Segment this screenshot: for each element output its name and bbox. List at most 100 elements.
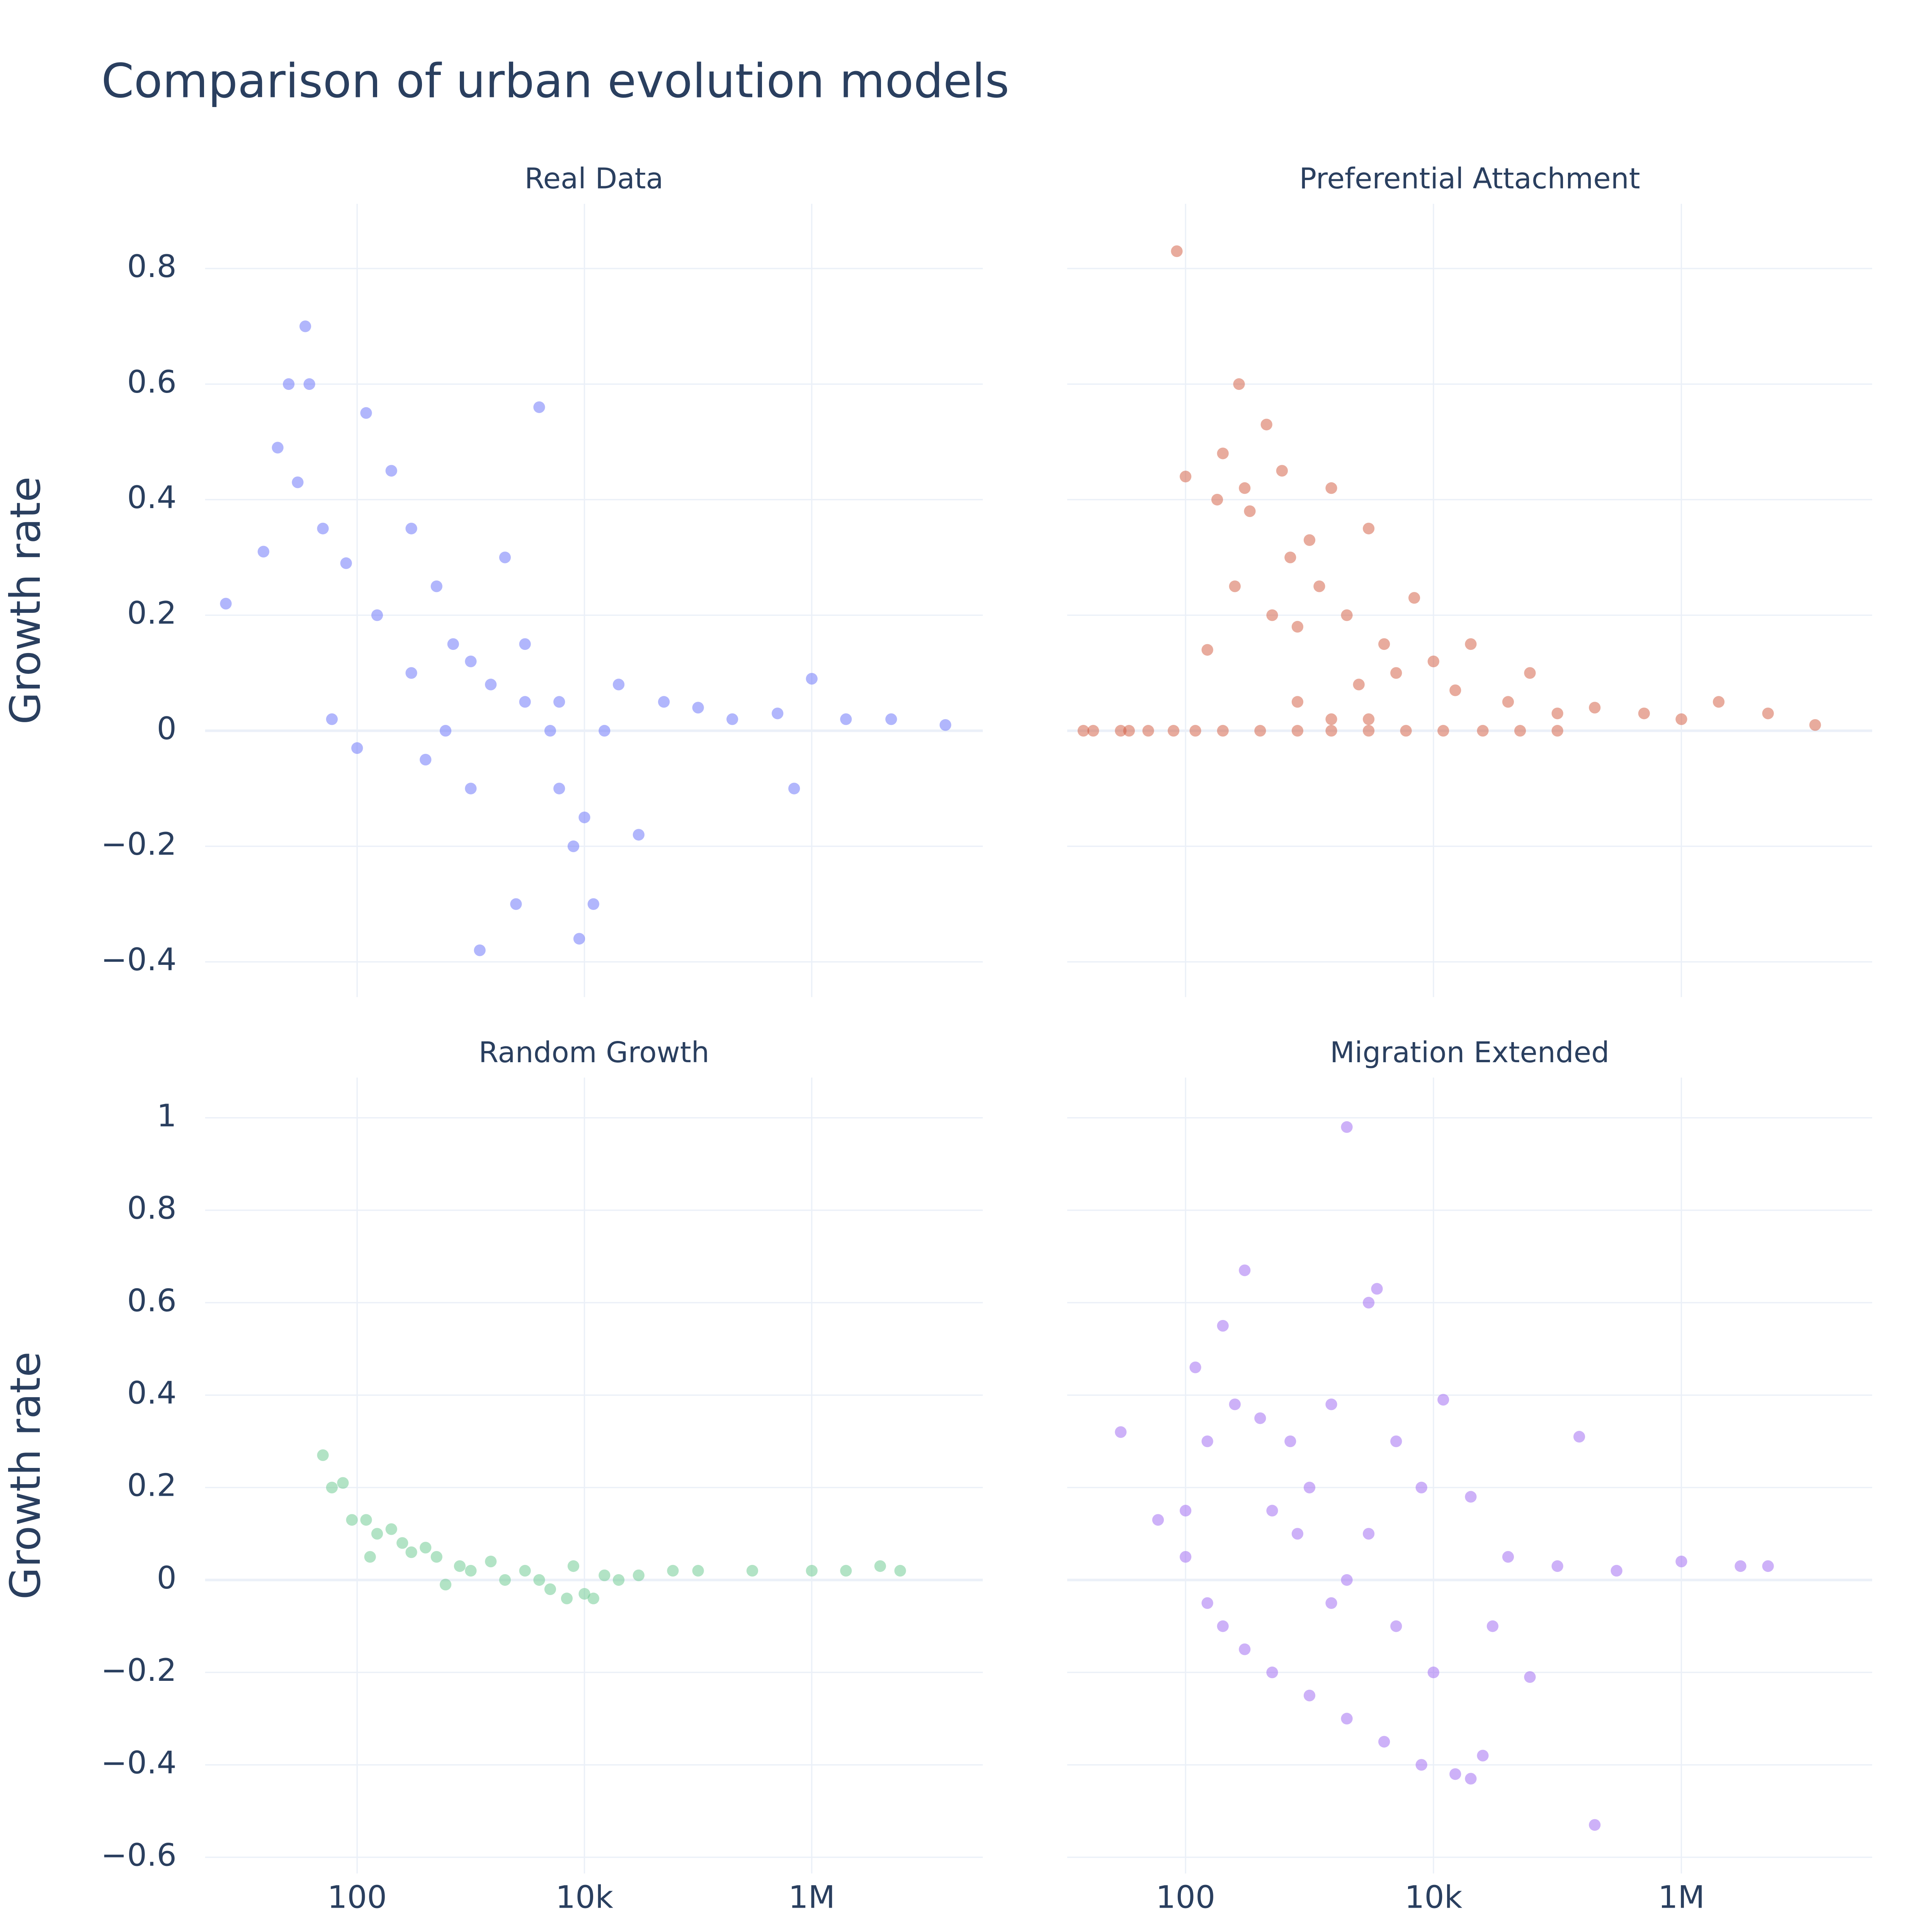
data-point bbox=[1390, 667, 1402, 679]
data-point bbox=[567, 1560, 580, 1572]
data-point bbox=[1524, 1671, 1536, 1683]
data-point bbox=[465, 655, 477, 667]
y-tick-label: −0.4 bbox=[101, 942, 177, 978]
y-tick-label: −0.2 bbox=[101, 1652, 177, 1689]
data-point bbox=[1284, 1435, 1296, 1447]
data-point bbox=[405, 522, 417, 534]
data-point bbox=[1390, 1620, 1402, 1632]
data-point bbox=[1211, 493, 1223, 506]
data-point bbox=[1313, 580, 1325, 592]
data-point bbox=[1303, 534, 1316, 546]
data-point bbox=[396, 1537, 408, 1549]
y-axis-title: Growth rate bbox=[2, 1352, 50, 1600]
data-point bbox=[1217, 1320, 1229, 1332]
data-point bbox=[1229, 580, 1241, 592]
data-point bbox=[1551, 707, 1563, 719]
data-point bbox=[1115, 725, 1127, 737]
data-point bbox=[1524, 667, 1536, 679]
y-tick-label: 0.4 bbox=[127, 1375, 177, 1411]
data-point bbox=[533, 1574, 545, 1586]
data-point bbox=[272, 442, 284, 454]
data-point bbox=[1611, 1565, 1622, 1577]
data-point bbox=[1189, 1361, 1201, 1373]
data-point bbox=[351, 742, 363, 754]
data-point bbox=[360, 1514, 372, 1526]
data-point bbox=[1551, 1560, 1563, 1572]
data-point bbox=[1408, 592, 1420, 604]
data-point bbox=[587, 898, 599, 910]
data-point bbox=[746, 1565, 759, 1577]
data-point bbox=[1809, 719, 1821, 731]
y-tick-label: 0 bbox=[157, 711, 177, 747]
y-tick-label: −0.2 bbox=[101, 826, 177, 862]
data-point bbox=[430, 1551, 442, 1563]
plot-area: Comparison of urban evolution models −0.… bbox=[2, 54, 1872, 1916]
data-point bbox=[303, 378, 315, 390]
data-point bbox=[385, 1523, 397, 1535]
data-point bbox=[465, 1565, 477, 1577]
data-point bbox=[1201, 1597, 1213, 1609]
data-point bbox=[573, 933, 585, 945]
data-point bbox=[1449, 684, 1461, 696]
data-point bbox=[1123, 725, 1135, 737]
subplot: −0.4 −0.2 0 0.2 0.4 0.6 0.8 Real Data Growth rat… bbox=[2, 162, 983, 997]
data-point bbox=[544, 1583, 556, 1595]
data-point bbox=[1465, 638, 1477, 650]
data-point bbox=[1239, 1643, 1251, 1655]
data-point bbox=[317, 522, 329, 534]
x-tick-label: 10k bbox=[1405, 1879, 1463, 1916]
data-point bbox=[1449, 1768, 1461, 1780]
data-point bbox=[1362, 725, 1375, 737]
data-point bbox=[1362, 522, 1375, 534]
data-point bbox=[1465, 1773, 1477, 1785]
data-point bbox=[1291, 621, 1304, 633]
y-tick-label: 1 bbox=[157, 1098, 177, 1134]
data-point bbox=[1713, 696, 1725, 708]
subplot: Preferential Attachment bbox=[1067, 162, 1872, 997]
data-point bbox=[1415, 1481, 1427, 1493]
data-point bbox=[1152, 1514, 1164, 1526]
data-point bbox=[1260, 418, 1272, 430]
data-point bbox=[1477, 1750, 1489, 1762]
data-point bbox=[1341, 1713, 1353, 1725]
y-tick-label: 0 bbox=[157, 1560, 177, 1596]
data-point bbox=[326, 713, 338, 725]
data-point bbox=[806, 673, 818, 685]
data-point bbox=[519, 1565, 531, 1577]
data-point bbox=[1239, 1264, 1251, 1276]
data-point bbox=[1266, 1505, 1278, 1517]
data-point bbox=[840, 713, 852, 725]
data-point bbox=[1486, 1620, 1498, 1632]
data-point bbox=[1303, 1689, 1316, 1702]
data-point bbox=[578, 811, 590, 823]
data-point bbox=[346, 1514, 358, 1526]
y-tick-label: −0.6 bbox=[101, 1837, 177, 1874]
data-point bbox=[299, 320, 311, 332]
data-point bbox=[578, 1588, 590, 1600]
figure-title: Comparison of urban evolution models bbox=[101, 54, 1009, 109]
data-point bbox=[371, 609, 383, 621]
y-tick-label: 0.4 bbox=[127, 480, 177, 516]
data-point bbox=[1378, 1736, 1390, 1748]
data-point bbox=[499, 551, 511, 563]
data-point bbox=[874, 1560, 886, 1572]
data-point bbox=[454, 1560, 466, 1572]
data-point bbox=[1675, 1555, 1687, 1568]
data-point bbox=[1303, 1481, 1316, 1493]
data-point bbox=[1502, 1551, 1514, 1563]
data-point bbox=[1341, 1574, 1353, 1586]
data-point bbox=[317, 1449, 329, 1461]
data-point bbox=[1077, 725, 1089, 737]
data-point bbox=[1189, 725, 1201, 737]
data-point bbox=[633, 1569, 645, 1582]
data-point bbox=[1284, 551, 1296, 563]
x-tick-label: 1M bbox=[788, 1879, 835, 1916]
data-point bbox=[420, 753, 432, 766]
data-point bbox=[885, 713, 897, 725]
data-point bbox=[405, 667, 417, 679]
data-point bbox=[292, 476, 304, 488]
data-point bbox=[692, 702, 704, 714]
data-point bbox=[599, 725, 611, 737]
data-point bbox=[340, 557, 352, 569]
